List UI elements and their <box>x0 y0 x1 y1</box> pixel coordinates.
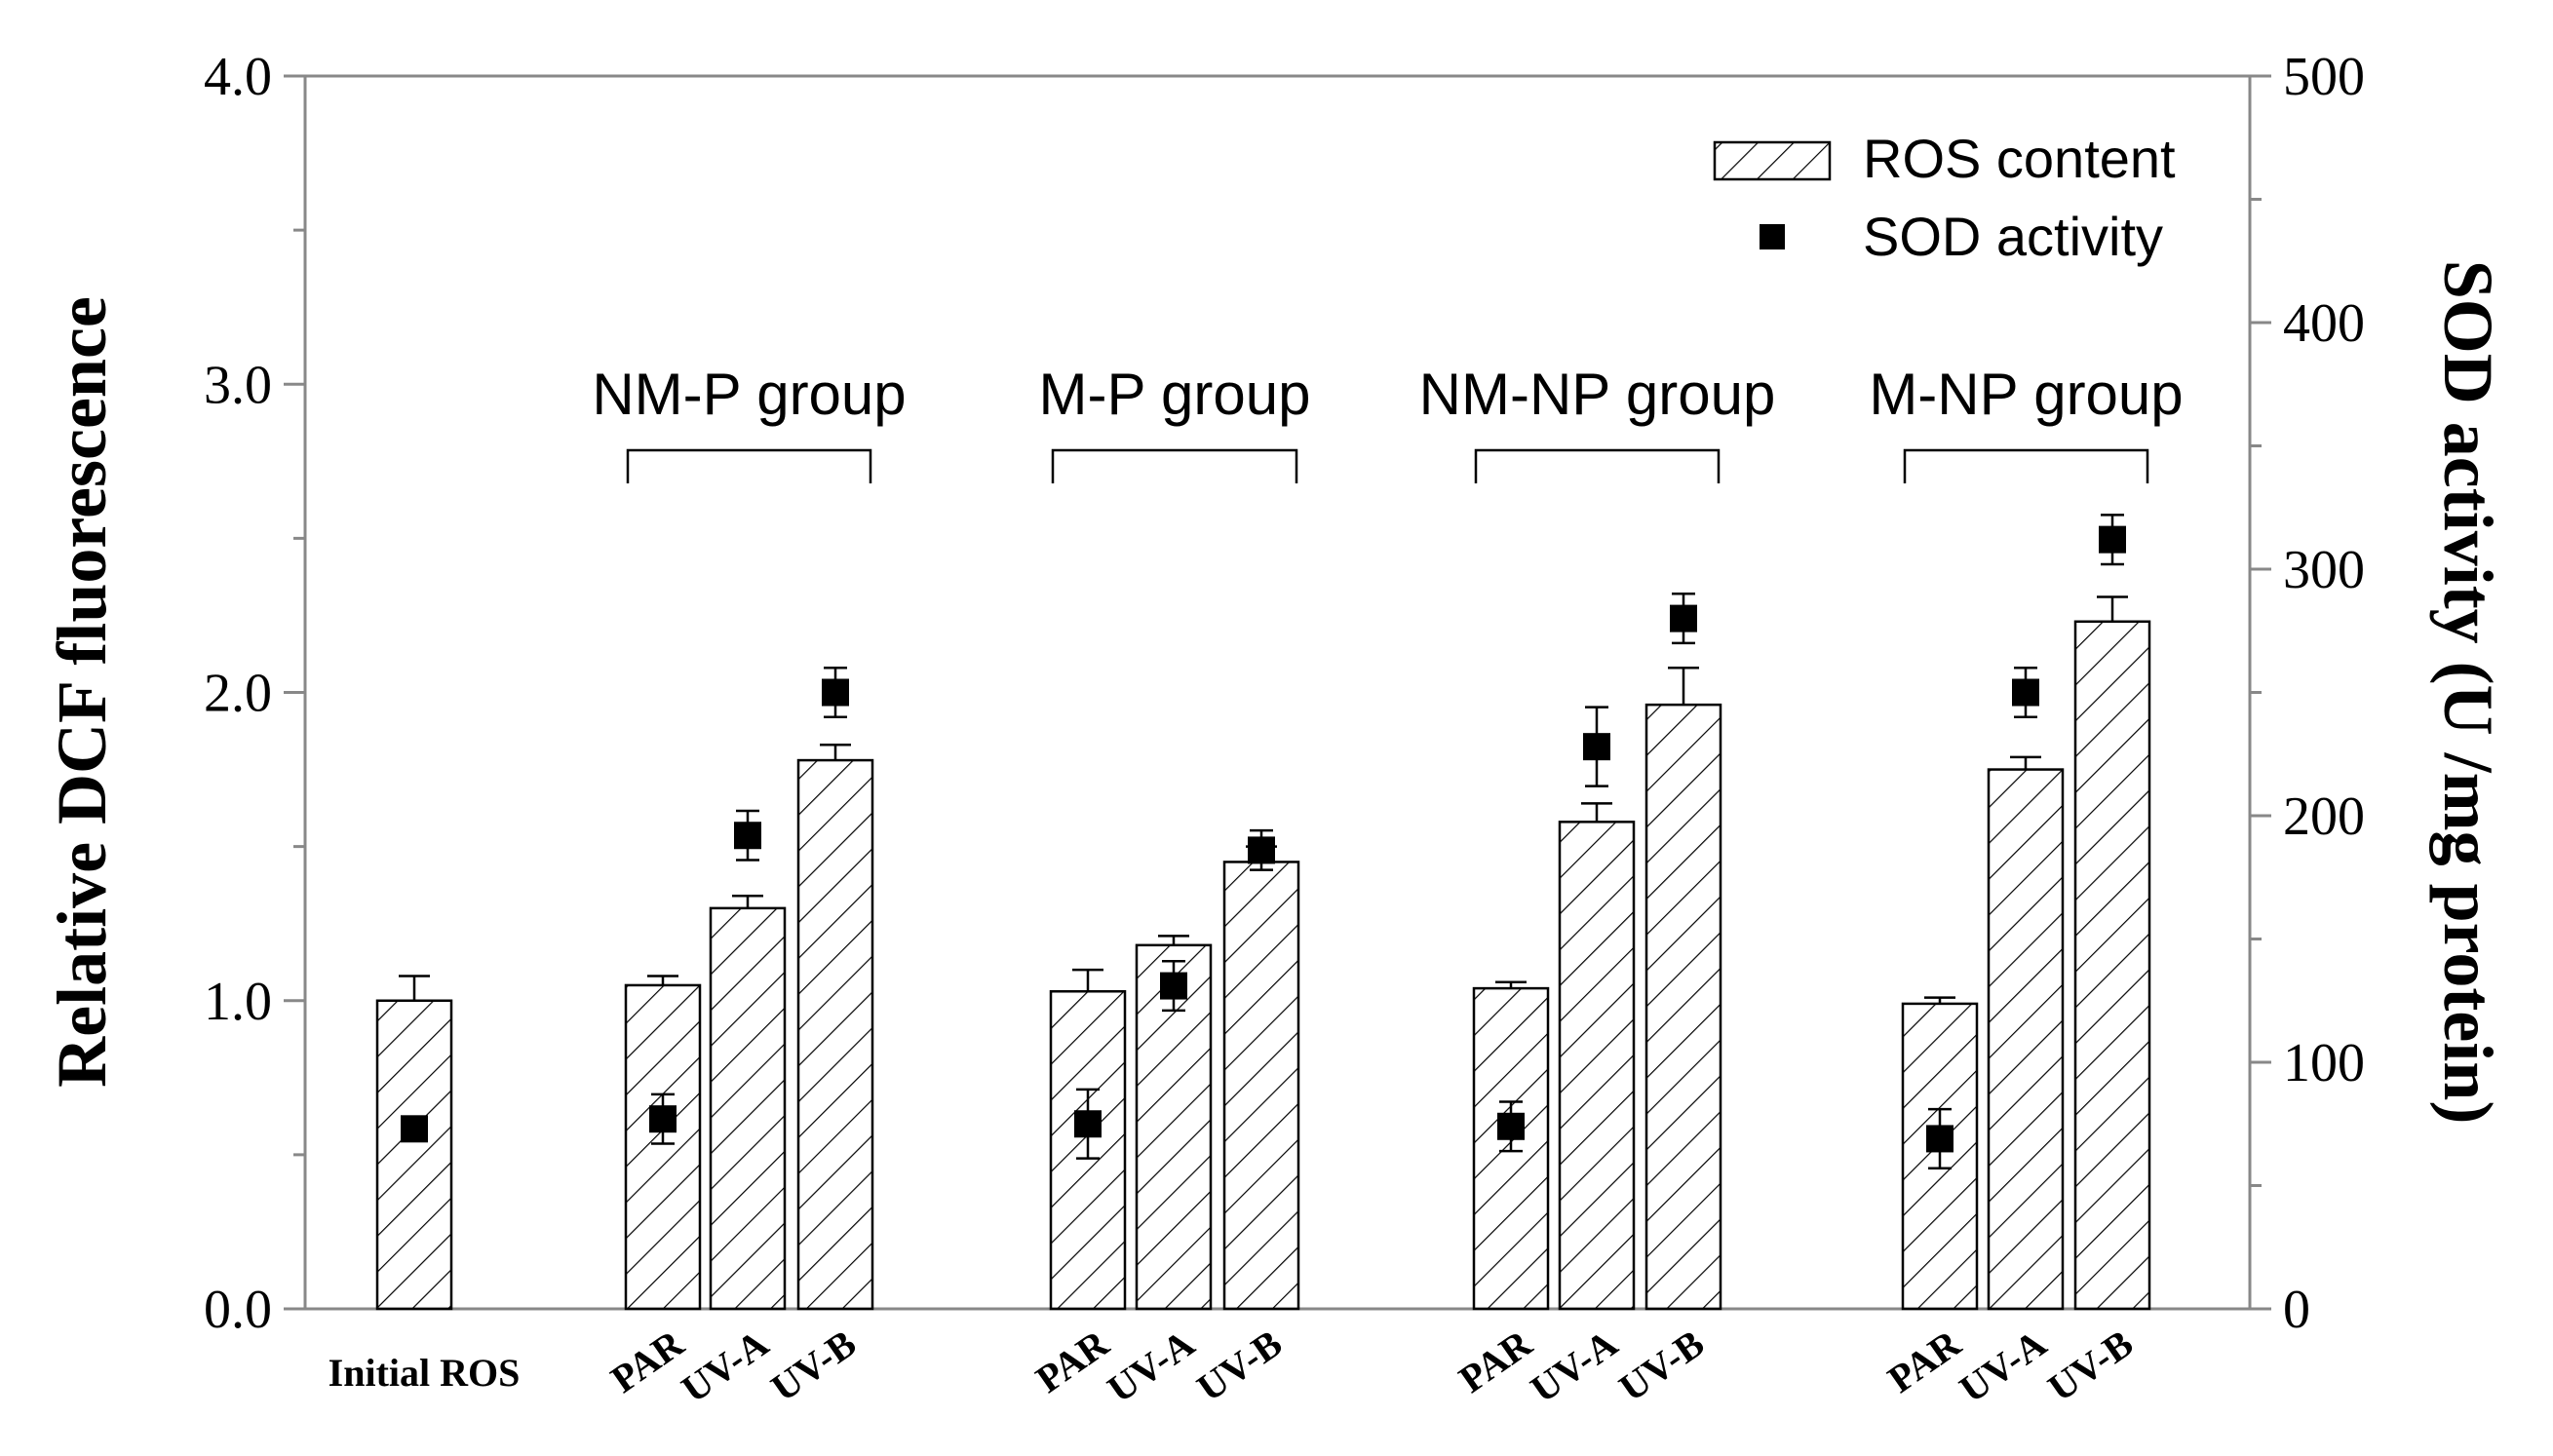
x-tick-label: PAR <box>602 1321 692 1401</box>
bars <box>375 595 2151 1311</box>
group-bracket <box>1474 448 1721 483</box>
x-tick-label: UV-A <box>1100 1321 1202 1411</box>
legend-marker-sod <box>1760 224 1785 249</box>
x-tick-label: UV-B <box>2040 1322 2141 1410</box>
ros-bar <box>624 983 702 1311</box>
x-tick-label: UV-B <box>1611 1322 1712 1410</box>
legend-label-sod: SOD activity <box>1863 206 2163 267</box>
sod-marker <box>2099 525 2126 554</box>
right-tick-label: 100 <box>2283 1033 2365 1093</box>
x-tick-label: PAR <box>1027 1321 1117 1401</box>
legend-label-ros: ROS content <box>1863 128 2176 189</box>
sod-marker <box>1497 1112 1525 1140</box>
y2-axis-label: SOD activity (U /mg protein) <box>2429 260 2507 1125</box>
group-label: M-P group <box>1038 362 1310 427</box>
x-tick-label: UV-B <box>763 1322 864 1410</box>
ros-bar <box>1987 768 2065 1311</box>
left-tick-label: 2.0 <box>204 664 272 724</box>
sod-marker <box>1074 1110 1102 1138</box>
right-tick-label: 500 <box>2283 47 2365 107</box>
x-tick-label: Initial ROS <box>329 1351 521 1395</box>
x-tick-label: UV-A <box>1952 1321 2054 1411</box>
right-tick-label: 200 <box>2283 786 2365 847</box>
sod-marker <box>1160 972 1187 1000</box>
legend: ROS content SOD activity <box>1713 128 2176 267</box>
sod-marker <box>649 1105 677 1133</box>
ros-bar <box>796 758 874 1311</box>
right-y-ticks: 0 100 200 300 400 500 <box>2250 47 2365 1340</box>
group-label: NM-NP group <box>1419 362 1776 427</box>
ros-bar <box>2073 620 2151 1311</box>
left-y-ticks: 0.0 1.0 2.0 3.0 4.0 <box>204 47 305 1340</box>
group-label: NM-P group <box>592 362 906 427</box>
left-tick-label: 4.0 <box>204 47 272 107</box>
x-tick-label: PAR <box>1879 1321 1969 1401</box>
group-bracket <box>1903 448 2149 483</box>
sod-marker <box>734 822 761 850</box>
ros-bar <box>375 999 453 1311</box>
right-tick-label: 400 <box>2283 293 2365 354</box>
group-labels: NM-P group M-P group NM-NP group M-NP group <box>592 362 2184 483</box>
sod-marker <box>1248 836 1275 864</box>
left-tick-label: 1.0 <box>204 972 272 1032</box>
x-tick-label: PAR <box>1451 1321 1540 1401</box>
ros-bar <box>1558 821 1636 1311</box>
x-tick-label: UV-A <box>674 1321 776 1411</box>
left-tick-label: 0.0 <box>204 1280 272 1340</box>
right-tick-label: 0 <box>2283 1280 2310 1340</box>
ros-bar <box>1644 703 1722 1311</box>
markers <box>401 514 2126 1170</box>
legend-swatch-ros <box>1713 140 1832 181</box>
sod-marker <box>1926 1125 1953 1153</box>
sod-marker <box>822 678 849 707</box>
x-tick-label: UV-B <box>1189 1322 1290 1410</box>
sod-marker <box>1670 604 1697 632</box>
y-axis-label: Relative DCF fluorescence <box>43 296 121 1088</box>
x-tick-label: UV-A <box>1523 1321 1625 1411</box>
left-tick-label: 3.0 <box>204 355 272 415</box>
group-label: M-NP group <box>1869 362 2183 427</box>
ros-bar <box>709 906 787 1311</box>
group-bracket <box>626 448 872 483</box>
group-bracket <box>1051 448 1298 483</box>
sod-marker <box>1583 733 1610 761</box>
sod-marker <box>401 1115 428 1143</box>
ros-bar <box>1222 861 1300 1311</box>
sod-marker <box>2012 678 2039 707</box>
right-tick-label: 300 <box>2283 540 2365 600</box>
